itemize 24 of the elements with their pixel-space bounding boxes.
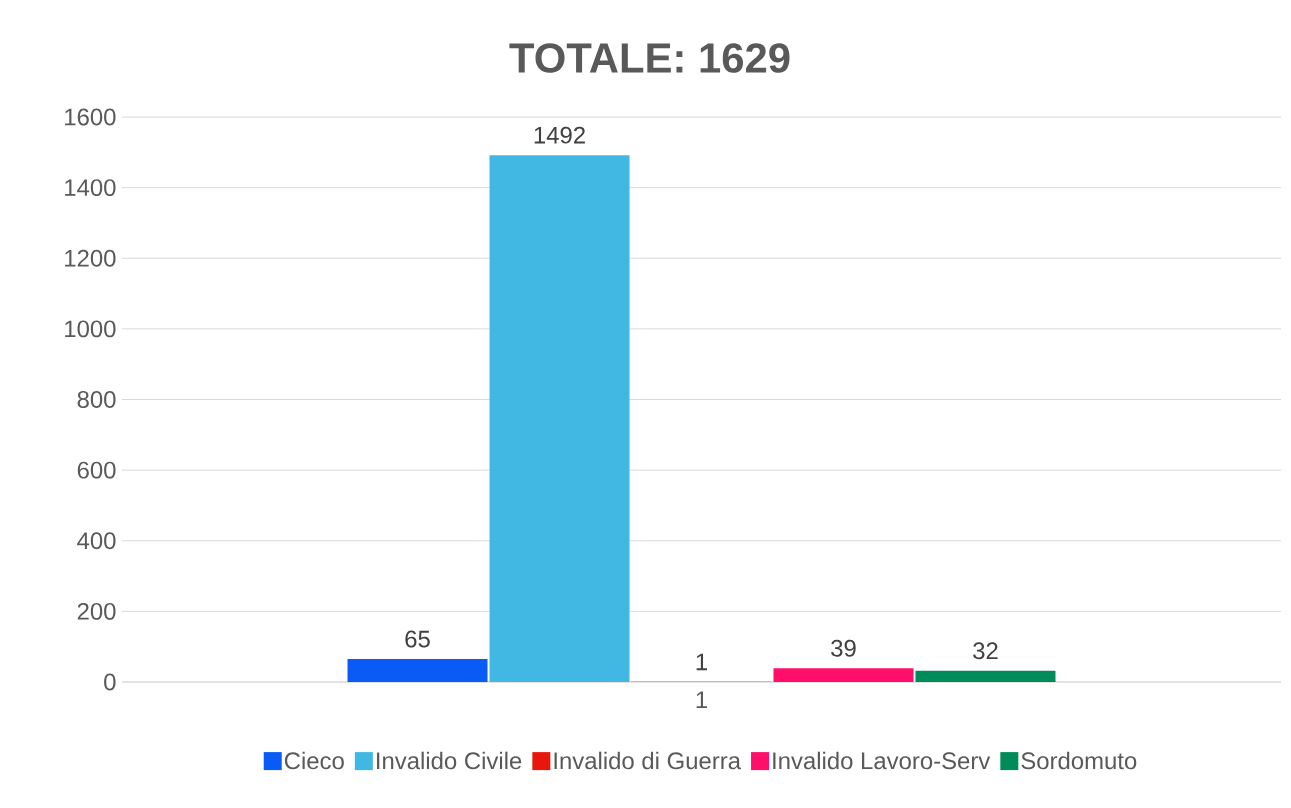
bar <box>347 659 488 682</box>
y-tick-label: 1200 <box>65 249 116 267</box>
y-tick-label: 1400 <box>65 179 116 197</box>
data-label: 32 <box>973 642 998 660</box>
bar <box>773 668 914 682</box>
y-tick-label: 0 <box>104 673 116 691</box>
data-label: 1 <box>696 653 707 671</box>
bar <box>915 670 1056 682</box>
legend-label: Cieco <box>284 751 344 770</box>
y-tick-label: 1600 <box>65 108 116 126</box>
chart-title: TOTALE: 1629 <box>509 43 790 73</box>
data-label: 39 <box>831 639 856 657</box>
legend-label: Invalido di Guerra <box>554 751 741 770</box>
y-tick-label: 200 <box>77 602 116 620</box>
legend-label: Sordomuto <box>1021 751 1137 770</box>
y-tick-label: 600 <box>77 461 116 479</box>
y-tick-label: 800 <box>77 391 116 408</box>
bar <box>489 155 630 682</box>
y-tick-label: 400 <box>77 532 116 550</box>
data-label: 65 <box>405 630 430 648</box>
data-label: 1492 <box>534 126 585 144</box>
legend-label: Invalido Civile <box>377 751 522 770</box>
legend-label: Invalido Lavoro-Serv <box>773 751 991 770</box>
y-tick-label: 1000 <box>65 320 116 338</box>
